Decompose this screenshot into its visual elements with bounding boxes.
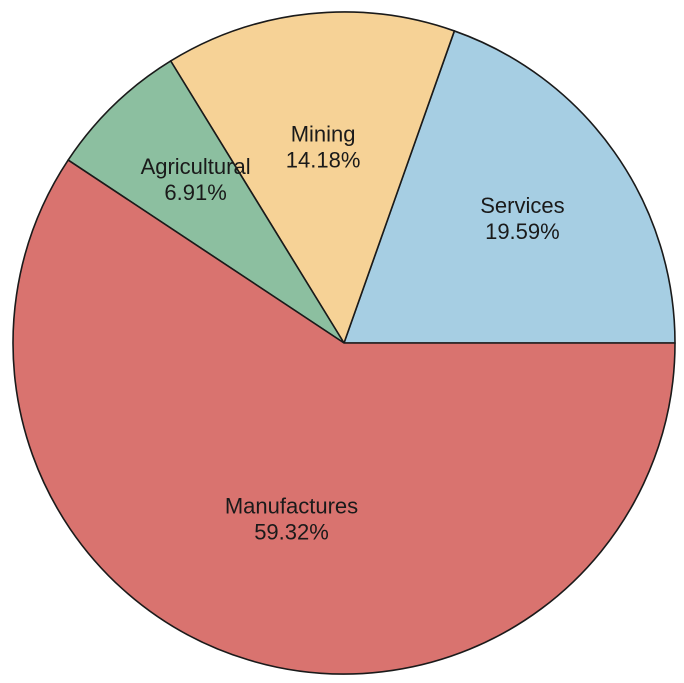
slice-manufactures	[12, 159, 676, 675]
slice-label-agricultural: Agricultural	[141, 154, 251, 179]
slices-layer	[12, 11, 676, 675]
slice-value-mining: 14.18%	[286, 148, 361, 173]
slice-label-services: Services	[480, 193, 564, 218]
slice-mining	[169, 11, 456, 344]
slice-services	[343, 30, 676, 344]
slice-label-mining: Mining	[291, 122, 356, 147]
slice-label-manufactures: Manufactures	[225, 493, 358, 518]
slice-value-agricultural: 6.91%	[164, 180, 226, 205]
slice-agricultural	[67, 60, 345, 344]
slice-value-services: 19.59%	[485, 219, 560, 244]
slice-value-manufactures: 59.32%	[254, 519, 329, 544]
